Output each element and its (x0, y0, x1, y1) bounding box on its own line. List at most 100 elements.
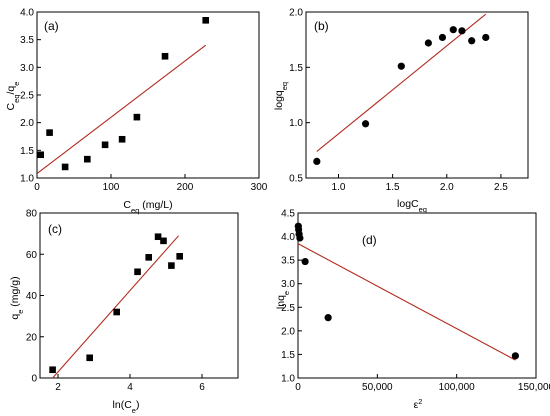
panel-c-data-point (113, 308, 120, 316)
panel-a-data-point (46, 129, 53, 136)
panel-c-plot-frame (39, 212, 239, 379)
panel-b-y-axis-title: logqeq (273, 82, 289, 110)
panel-c-y-tick-label: 60 (26, 250, 38, 261)
panel-c-data-point (86, 354, 93, 362)
panel-b-y-tick-label: 2.0 (289, 8, 303, 19)
chart-panel-b: (b) 1.0 1.5 2.0 2.5 0.5 1.0 1.5 2.0 logCeq logq… (273, 8, 529, 214)
panel-a-y-tick-label: 2.0 (20, 118, 34, 129)
panel-d-data-point (296, 234, 304, 242)
panel-d-x-tick-label: 100,000 (439, 382, 476, 393)
panel-d-y-tick-label: 4.0 (281, 232, 295, 243)
panel-b-plot-frame (305, 11, 529, 179)
panel-a-data-point (202, 17, 210, 24)
panel-a-plot-frame (36, 11, 260, 179)
panel-a-y-tick-label: 1.5 (20, 146, 34, 157)
panel-d-x-axis-title: ε2 (414, 397, 423, 412)
panel-b-x-tick-label: 1.0 (332, 182, 346, 193)
panel-b-x-axis-title: logCeq (397, 198, 427, 214)
panel-a-x-axis-title: Ceq (mg/L) (123, 199, 172, 215)
panel-d-y-tick-label: 2.0 (281, 326, 295, 337)
panel-d-y-tick-label: 3.0 (281, 279, 295, 290)
panel-c-fit-line (52, 235, 180, 379)
panel-d-y-axis-title: lnqe (275, 291, 291, 309)
panel-b-data-point (313, 157, 321, 165)
panel-d-y-tick-label: 2.5 (281, 303, 295, 314)
panel-c-data-point (154, 233, 162, 241)
panel-c-x-tick-label: 2 (55, 382, 61, 393)
panel-a-data-point (101, 141, 109, 149)
panel-d-fit-line (297, 243, 516, 361)
panel-b-y-tick-label: 1.5 (289, 63, 303, 74)
panel-a-fit-line (36, 44, 207, 175)
panel-a-y-tick-label: 1.0 (20, 174, 34, 185)
panel-a-letter: (a) (44, 19, 59, 33)
panel-a-x-tick-label: 200 (177, 182, 194, 193)
panel-c-letter: (c) (48, 222, 62, 236)
panel-d-x-tick-label: 150,000 (518, 382, 550, 393)
panel-c-data-point (145, 254, 153, 261)
panel-d-letter: (d) (362, 233, 377, 247)
panel-a-axes: 0 100 200 300 1.0 1.5 2.0 2.5 3.0 3.5 4.0 (20, 8, 268, 194)
panel-a-data-point (133, 113, 141, 121)
panel-b-data-point (397, 62, 405, 70)
panel-a-data-point (37, 151, 44, 159)
panel-d-axes: 0 50,000 100,000 150,000 1.0 1.5 2.0 2.5 3.0 3.5 4… (281, 209, 550, 394)
panel-d-y-tick-label: 1.0 (281, 374, 295, 385)
panel-b-y-tick-label: 1.0 (289, 118, 303, 129)
panel-a-points-layer (37, 17, 210, 171)
panel-d-y-tick-label: 4.5 (281, 209, 295, 220)
panel-b-data-point (449, 26, 457, 34)
panel-a-y-tick-label: 3.0 (20, 63, 34, 74)
panel-b-x-tick-label: 2.0 (440, 182, 454, 193)
panel-d-y-tick-label: 1.5 (281, 350, 295, 361)
panel-b-points-layer (313, 26, 490, 165)
panel-b-x-tick-label: 2.5 (494, 182, 508, 193)
panel-d-points-layer (294, 222, 519, 360)
panel-d-plot-frame (297, 212, 537, 379)
panel-d-fit-layer (297, 243, 516, 361)
panel-d-x-tick-label: 0 (295, 382, 301, 393)
panel-c-points-layer (49, 233, 183, 374)
panel-a-data-point (118, 135, 126, 143)
panel-c-x-tick-label: 4 (127, 382, 133, 393)
panel-a-x-tick-label: 300 (251, 182, 268, 193)
panel-b-data-point (361, 120, 370, 128)
panel-c-y-tick-label: 0 (31, 374, 37, 385)
panel-a-x-tick-label: 0 (34, 182, 40, 193)
panel-d-y-tick-label: 3.5 (281, 256, 295, 267)
panel-a-y-tick-label: 3.5 (20, 35, 34, 46)
panel-c-y-tick-label: 80 (26, 209, 38, 220)
panel-c-y-axis-title: qe (mg/g) (9, 276, 25, 319)
panel-b-letter: (b) (314, 19, 329, 33)
panel-c-data-point (176, 253, 183, 260)
panel-b-data-point (438, 33, 447, 42)
panel-d-data-point (301, 257, 309, 266)
panel-a-data-point (61, 163, 69, 171)
panel-c-y-tick-label: 20 (26, 332, 38, 343)
panel-b-data-point (458, 27, 466, 35)
panel-c-fit-layer (52, 235, 180, 379)
panel-d-data-point (324, 314, 332, 322)
chart-panel-a: (a) 0 100 200 300 1.0 1.5 2.0 2.5 3.0 3.5 4.0 Ceq … (5, 8, 268, 215)
panel-a-data-point (161, 52, 169, 60)
panel-b-data-point (482, 33, 490, 42)
panel-b-fit-layer (316, 13, 487, 152)
panel-a-data-point (84, 155, 91, 163)
panel-a-x-tick-label: 100 (103, 182, 120, 193)
panel-b-data-point (468, 37, 476, 45)
chart-panel-d: (d) 0 50,000 100,000 150,000 1.0 1.5 2.0 2.5 3.0… (275, 209, 550, 412)
panel-c-x-tick-label: 6 (199, 382, 205, 393)
panel-c-data-point (168, 262, 175, 269)
panel-b-x-tick-label: 1.5 (386, 182, 400, 193)
panel-d-x-tick-label: 50,000 (362, 382, 393, 393)
panel-c-y-tick-label: 40 (26, 291, 38, 302)
panel-b-axes: 1.0 1.5 2.0 2.5 0.5 1.0 1.5 2.0 (289, 8, 529, 193)
panel-a-y-tick-label: 2.5 (20, 91, 34, 102)
panel-c-data-point (49, 366, 56, 374)
panel-b-data-point (424, 39, 432, 47)
panel-c-x-axis-title: ln(Ce) (113, 399, 140, 415)
panel-d-data-point (511, 352, 519, 360)
panel-a-fit-layer (36, 44, 207, 175)
